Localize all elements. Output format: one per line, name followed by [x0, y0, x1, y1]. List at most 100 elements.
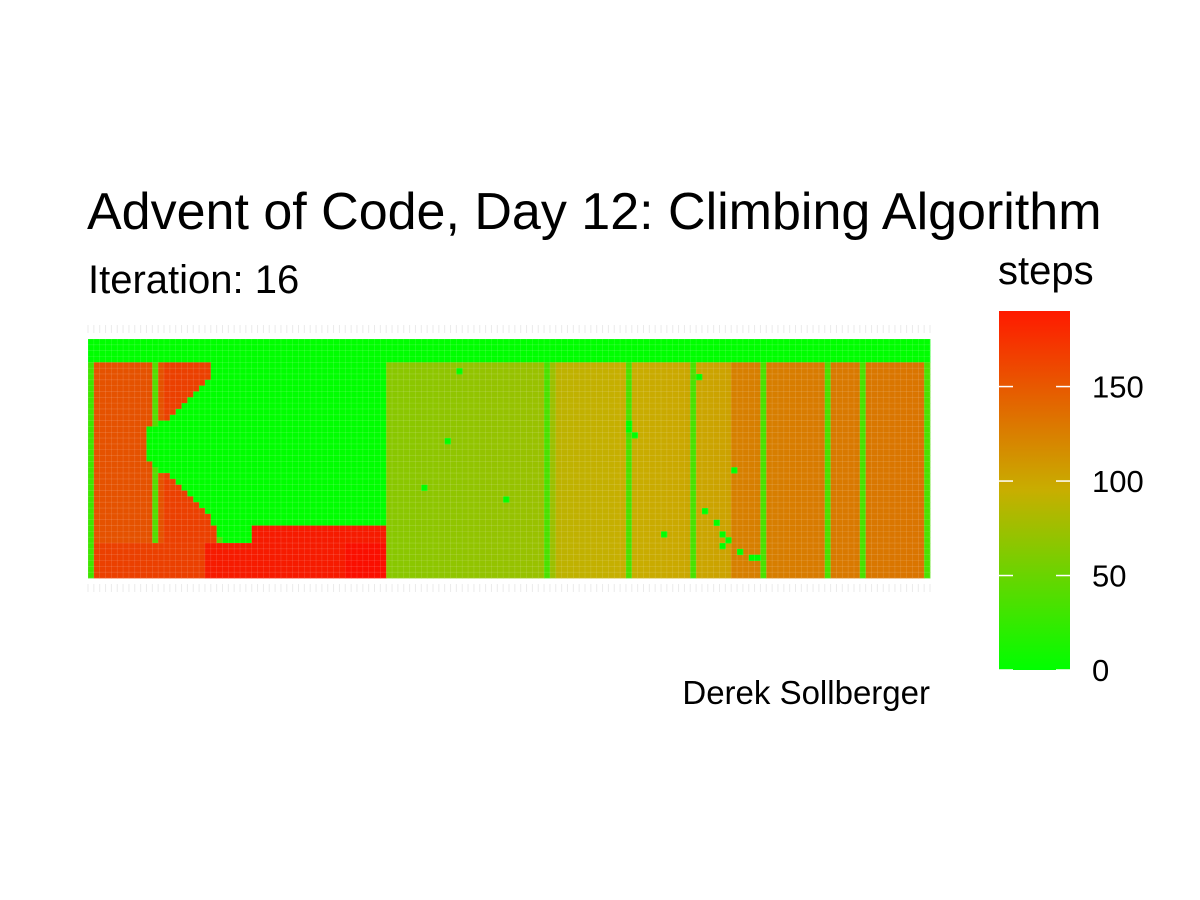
- heatmap-cell: [123, 513, 130, 521]
- heatmap-cell: [818, 473, 826, 480]
- heatmap-cell: [526, 414, 533, 422]
- heatmap-cell: [304, 455, 311, 462]
- heatmap-cell: [777, 443, 785, 451]
- heatmap-cell: [450, 414, 457, 422]
- heatmap-cell: [532, 525, 539, 532]
- heatmap-cell: [912, 379, 919, 387]
- heatmap-cell: [836, 414, 843, 422]
- heatmap-cell: [403, 379, 410, 387]
- heatmap-cell: [245, 350, 253, 357]
- heatmap-cell: [351, 513, 358, 521]
- heatmap-cell: [520, 420, 527, 427]
- heatmap-cell: [415, 426, 422, 433]
- heatmap-cell: [356, 467, 364, 474]
- heatmap-cell: [386, 362, 393, 369]
- heatmap-cell: [538, 490, 545, 497]
- heatmap-cell: [275, 496, 282, 503]
- heatmap-cell: [327, 356, 334, 363]
- heatmap-cell: [187, 449, 194, 456]
- heatmap-cell: [140, 350, 147, 357]
- heatmap-cell: [520, 350, 527, 357]
- heatmap-cell: [514, 368, 522, 375]
- heatmap-cell: [140, 373, 147, 381]
- heatmap-cell: [719, 391, 726, 398]
- heatmap-cell: [912, 426, 919, 433]
- heatmap-cell: [596, 478, 603, 486]
- heatmap-cell: [912, 455, 919, 462]
- heatmap-cell: [491, 519, 498, 526]
- heatmap-cell: [824, 408, 831, 416]
- heatmap-cell: [164, 408, 171, 416]
- heatmap-cell: [848, 356, 855, 363]
- heatmap-cell: [321, 490, 329, 497]
- heatmap-cell: [649, 513, 656, 521]
- heatmap-cell: [181, 455, 188, 462]
- heatmap-cell: [830, 403, 837, 410]
- heatmap-cell: [906, 385, 913, 392]
- heatmap-cell: [520, 379, 527, 387]
- heatmap-cell: [427, 438, 434, 445]
- heatmap-cell: [123, 403, 130, 410]
- heatmap-cell: [836, 438, 843, 445]
- heatmap-cell: [169, 461, 177, 468]
- heatmap-cell: [204, 414, 212, 422]
- heatmap-cell: [725, 455, 732, 462]
- heatmap-cell: [877, 513, 884, 521]
- heatmap-cell: [684, 502, 691, 509]
- heatmap-cell: [807, 379, 814, 387]
- heatmap-cell: [152, 513, 159, 521]
- heatmap-cell: [409, 443, 416, 451]
- heatmap-cell: [701, 432, 709, 439]
- heatmap-cell: [88, 508, 95, 515]
- heatmap-cell: [596, 350, 603, 357]
- heatmap-cell: [836, 403, 843, 410]
- heatmap-cell: [245, 449, 253, 456]
- heatmap-cell: [356, 397, 364, 404]
- heatmap-cell: [88, 455, 95, 462]
- heatmap-cell: [924, 344, 931, 352]
- heatmap-cell: [222, 403, 229, 410]
- heatmap-cell: [298, 484, 305, 491]
- heatmap-cell: [889, 490, 896, 497]
- heatmap-cell: [497, 496, 504, 503]
- heatmap-cell: [152, 478, 159, 486]
- heatmap-cell: [362, 490, 370, 497]
- heatmap-cell: [251, 513, 258, 521]
- heatmap-cell: [889, 368, 896, 375]
- heatmap-cell: [661, 461, 668, 468]
- heatmap-cell: [754, 467, 761, 474]
- heatmap-cell: [614, 414, 621, 422]
- heatmap-cell: [713, 432, 720, 439]
- heatmap-cell: [140, 473, 147, 480]
- heatmap-cell: [918, 461, 925, 468]
- heatmap-cell: [321, 455, 329, 462]
- heatmap-cell: [374, 403, 381, 410]
- heatmap-cell: [473, 443, 481, 451]
- heatmap-cell: [649, 455, 656, 462]
- heatmap-cell: [263, 467, 270, 474]
- heatmap-cell: [392, 513, 399, 521]
- heatmap-cell: [625, 473, 633, 480]
- heatmap-cell: [310, 356, 317, 363]
- heatmap-cell: [263, 420, 270, 427]
- heatmap-cell: [222, 339, 229, 346]
- heatmap-cell: [403, 344, 410, 352]
- heatmap-cell: [549, 502, 557, 509]
- heatmap-cell: [169, 438, 177, 445]
- heatmap-cell: [351, 508, 358, 515]
- heatmap-cell: [386, 484, 393, 491]
- heatmap-cell: [280, 426, 288, 433]
- heatmap-cell: [345, 432, 352, 439]
- heatmap-cell: [596, 519, 603, 526]
- heatmap-cell: [836, 449, 843, 456]
- heatmap-cell: [415, 519, 422, 526]
- heatmap-cell: [696, 432, 703, 439]
- heatmap-cell: [725, 362, 732, 369]
- heatmap-cell: [245, 473, 253, 480]
- heatmap-cell: [93, 408, 101, 416]
- heatmap-cell: [830, 490, 837, 497]
- heatmap-cell: [696, 473, 703, 480]
- heatmap-cell: [462, 461, 469, 468]
- heatmap-cell: [514, 443, 522, 451]
- heatmap-cell: [649, 449, 656, 456]
